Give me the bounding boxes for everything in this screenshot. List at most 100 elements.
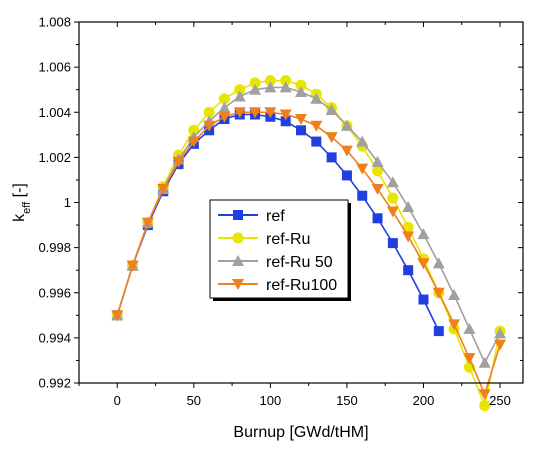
data-point [417,258,430,270]
legend-box [209,199,349,299]
data-point [310,92,323,104]
data-point [280,116,291,127]
data-point [111,310,124,322]
data-point [218,93,230,105]
y-tick-label: 1.004 [38,105,71,120]
data-point [326,152,337,163]
data-point [402,201,415,213]
data-point [310,120,323,132]
legend-label: ref-Ru [266,231,310,248]
data-point [279,109,292,121]
y-tick-label: 0.996 [38,285,71,300]
data-point [218,111,231,123]
data-point [371,183,384,195]
data-point [264,75,276,87]
data-point [295,85,307,97]
data-point [432,287,445,299]
y-axis-title-main: k [11,213,28,222]
x-tick-label: 250 [489,393,511,408]
legend-label: ref-Ru 50 [266,254,333,271]
data-point [372,213,383,224]
legend-swatch-marker [232,255,244,266]
data-point [463,322,476,334]
data-point [187,136,200,148]
data-point [188,124,200,136]
data-point [126,260,139,272]
data-point [233,107,246,119]
data-point [402,221,414,233]
data-point [357,190,368,201]
data-point [402,231,415,243]
data-point [296,125,306,136]
data-point [249,83,262,95]
data-point [494,327,507,339]
data-point [432,257,445,269]
x-axis-title: Burnup [GWd/tHM] [233,424,368,441]
data-point [311,136,322,147]
data-point [463,353,476,365]
data-point [494,339,507,351]
data-point [387,192,399,204]
y-tick-label: 0.992 [38,376,71,391]
data-point [279,81,292,93]
data-point [172,156,185,168]
series-line [116,113,440,332]
axes-layer: 0 50 100 150 200 250 0.992 0.994 0.996 0.998 1 1.00… [38,15,524,408]
data-point [341,170,352,181]
data-point [203,120,216,132]
legend-label: ref [266,208,285,225]
data-point [203,106,215,118]
data-point [372,165,384,177]
data-point [264,81,277,93]
data-point [386,176,399,188]
data-point [157,183,170,195]
data-point [249,107,262,119]
data-point [448,319,461,331]
legend-swatch-marker [232,232,244,244]
data-point [417,228,430,240]
series-line [116,86,501,365]
data-point [141,217,154,229]
x-tick-label: 50 [187,393,201,408]
data-point [325,132,338,144]
data-point [371,155,384,167]
x-tick-label: 100 [260,393,282,408]
data-point [295,114,307,126]
x-tick-label: 150 [336,393,358,408]
data-point [478,389,491,401]
y-axis-title: keff [-] [11,183,33,222]
legend-swatch-marker [233,210,243,220]
legend-swatch-marker [232,279,244,290]
y-tick-label: 0.998 [38,240,71,255]
data-point [356,163,369,175]
data-point [234,84,246,96]
y-axis-title-subscript: eff [21,201,33,214]
data-point [479,400,491,412]
data-point [280,75,292,87]
legend: ref ref-Ru ref-Ru 50 ref-Ru100 [209,199,351,301]
y-tick-label: 0.994 [38,330,71,345]
series-ref-ru100 [111,107,507,401]
data-point [218,101,231,113]
data-point [340,119,353,131]
y-tick-label: 1.008 [38,15,71,30]
data-point [340,145,353,157]
y-tick-label: 1 [64,195,71,210]
data-point [356,135,369,147]
data-point [264,107,277,119]
data-point [249,77,261,89]
x-tick-label: 200 [413,393,435,408]
data-point [448,289,461,301]
legend-label: ref-Ru100 [266,277,337,294]
x-tick-label: 0 [114,393,121,408]
series-layer [111,75,507,412]
data-point [403,265,414,276]
y-tick-label: 1.002 [38,150,71,165]
data-point [433,326,444,337]
data-point [233,90,246,102]
y-axis-title-unit: [-] [11,183,28,202]
data-point [478,356,491,368]
data-point [387,238,398,249]
data-point [325,103,338,115]
